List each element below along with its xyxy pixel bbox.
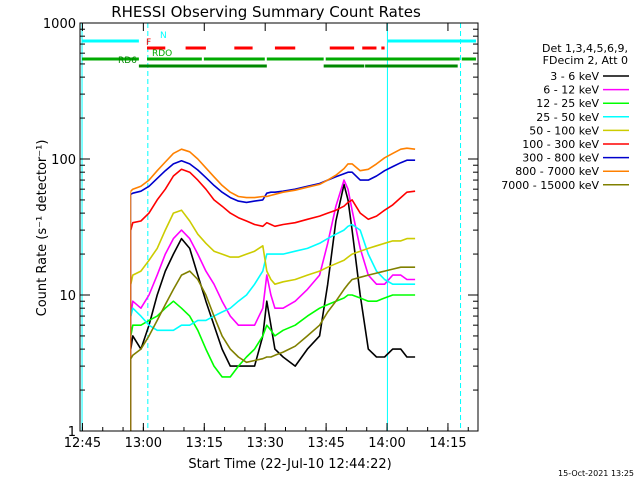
series-line-7 <box>130 147 416 199</box>
plot-frame <box>79 22 479 432</box>
legend-entry-label-5: 100 - 300 keV <box>522 138 599 151</box>
legend-entry-label-3: 25 - 50 keV <box>536 111 599 124</box>
series-line-6 <box>130 159 416 204</box>
legend-entry-label-0: 3 - 6 keV <box>550 70 599 83</box>
legend-header-line-0: Det 1,3,4,5,6,9, <box>542 42 628 55</box>
footer-timestamp: 15-Oct-2021 13:25 <box>558 469 634 478</box>
legend-entry-label-2: 12 - 25 keV <box>536 97 599 110</box>
x-tick-label-6: 14:15 <box>429 436 466 451</box>
series-line-0 <box>130 183 416 367</box>
x-tick-label-2: 13:15 <box>186 436 223 451</box>
legend-header-line-1: FDecim 2, Att 0 <box>543 54 628 67</box>
series-line-8 <box>130 266 416 364</box>
legend-entry-label-8: 7000 - 15000 keV <box>501 179 599 192</box>
legend-entry-label-6: 300 - 800 keV <box>522 152 599 165</box>
x-tick-label-5: 14:00 <box>368 436 405 451</box>
y-tick-label-0: 1 <box>68 425 76 440</box>
series-line-5 <box>130 168 416 231</box>
legend-entry-label-4: 50 - 100 keV <box>529 124 599 137</box>
legend-entry-label-7: 800 - 7000 keV <box>515 165 599 178</box>
legend: Det 1,3,4,5,6,9,FDecim 2, Att 0 3 - 6 keV… <box>501 42 629 192</box>
x-axis-label: Start Time (22-Jul-10 12:44:22) <box>188 457 391 472</box>
y-axis-label: Count Rate (s⁻¹ detector⁻¹) <box>35 140 50 317</box>
y-tick-label-3: 1000 <box>43 17 76 32</box>
x-tick-label-3: 13:30 <box>246 436 283 451</box>
y-tick-label-2: 100 <box>51 153 76 168</box>
legend-entry-label-1: 6 - 12 keV <box>543 84 599 97</box>
x-tick-label-0: 12:45 <box>64 436 101 451</box>
x-tick-label-4: 13:45 <box>307 436 344 451</box>
y-tick-label-1: 10 <box>59 289 76 304</box>
flag-bar-label-n: N <box>160 31 167 41</box>
axes: 12:45 13:00 13:15 13:30 13:45 14:00 14:15 1 10 10… <box>43 17 479 451</box>
series-line-2 <box>130 294 416 378</box>
chart-title: RHESSI Observing Summary Count Rates <box>111 3 421 21</box>
series-line-1 <box>130 179 416 326</box>
flag-bar-label-f: F <box>146 38 151 48</box>
x-tick-label-1: 13:00 <box>125 436 162 451</box>
series-line-4 <box>130 209 416 285</box>
flag-bar-label-rdo: RDO <box>152 49 172 59</box>
series-line-3 <box>130 223 416 332</box>
flag-bar-label-rd6: RD6 <box>118 56 137 66</box>
